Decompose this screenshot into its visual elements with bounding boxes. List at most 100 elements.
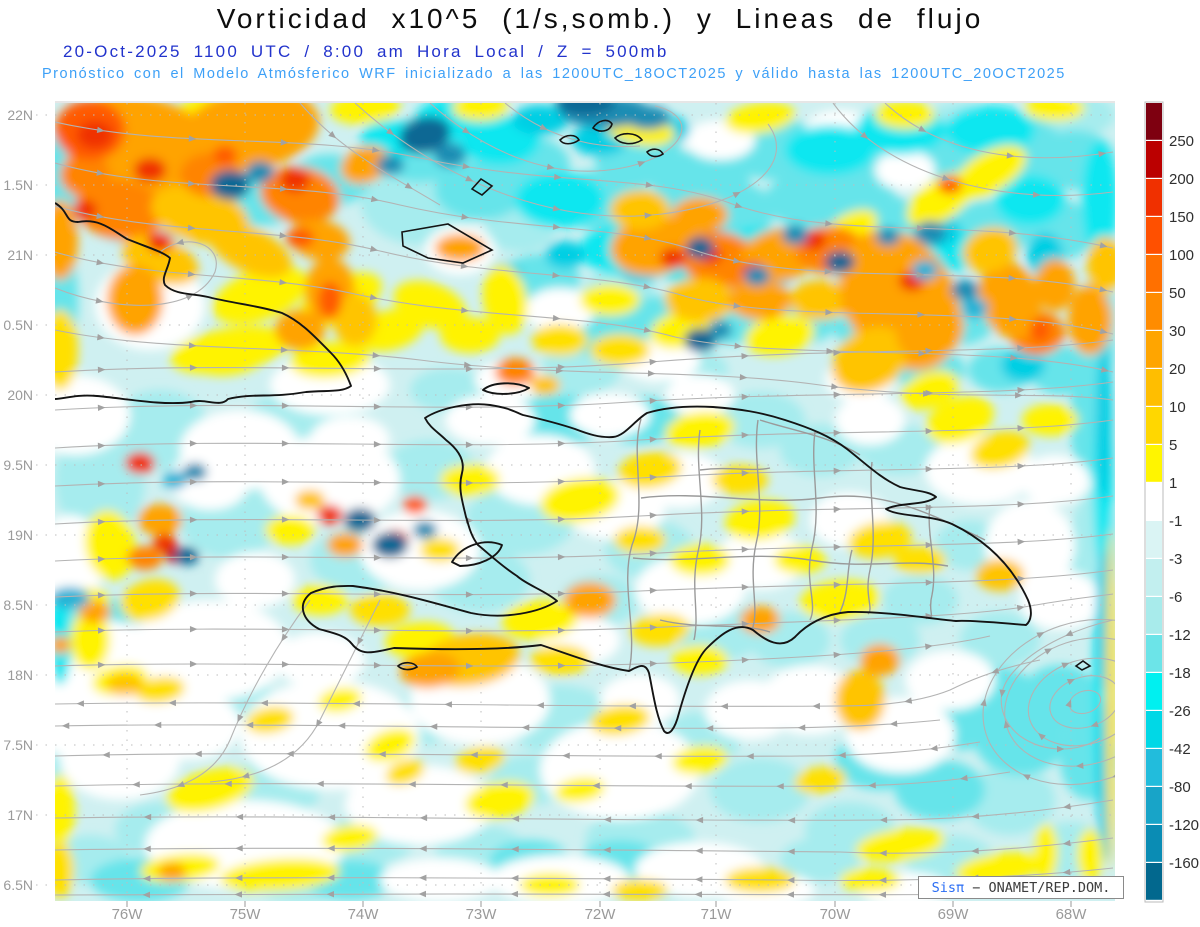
colorbar-label: 150	[1169, 209, 1194, 226]
colorbar-segment	[1146, 407, 1162, 444]
colorbar-label: -3	[1169, 551, 1182, 568]
colorbar-segment	[1146, 483, 1162, 520]
lon-label: 69W	[938, 906, 970, 923]
branding-badge: Sis π − ONAMET/REP.DOM.	[918, 876, 1124, 899]
lon-label: 71W	[701, 906, 733, 923]
lat-label: 18N	[7, 667, 33, 683]
admin-border	[759, 419, 861, 456]
vortex-loop	[1049, 675, 1115, 729]
island-outline	[401, 223, 494, 264]
admin-border	[640, 494, 986, 541]
lat-label: 20N	[7, 387, 33, 403]
colorbar-label: 30	[1169, 323, 1186, 340]
colorbar-segment	[1146, 673, 1162, 710]
coastline	[482, 382, 530, 395]
colorbar-segment	[1146, 445, 1162, 482]
valid-time-subtitle: 20-Oct-2025 1100 UTC / 8:00 am Hora Loca…	[63, 42, 669, 61]
colorbar-label: -26	[1169, 703, 1191, 720]
colorbar-segment	[1146, 749, 1162, 786]
colorbar-label: -6	[1169, 589, 1182, 606]
pi-icon: π	[955, 879, 965, 896]
island-outline	[591, 119, 613, 132]
admin-border	[627, 418, 642, 672]
admin-border	[839, 549, 853, 613]
island-outline	[613, 132, 644, 145]
flow-arrows	[61, 123, 1115, 898]
colorbar-segment	[1146, 293, 1162, 330]
model-run-subtitle: Pronóstico con el Modelo Atmósferico WRF…	[42, 66, 1066, 82]
lat-label: 21N	[7, 247, 33, 263]
colorbar-label: -18	[1169, 665, 1191, 682]
lon-label: 70W	[820, 906, 852, 923]
lat-label: 9.5N	[3, 457, 33, 473]
colorbar-label: -1	[1169, 513, 1182, 530]
colorbar-label: -42	[1169, 741, 1191, 758]
colorbar-label: 250	[1169, 133, 1194, 150]
colorbar-segment	[1146, 559, 1162, 596]
colorbar-label: 100	[1169, 247, 1194, 264]
lat-label: 8.5N	[3, 597, 33, 613]
colorbar-segment	[1146, 597, 1162, 634]
colorbar-segment	[1146, 825, 1162, 862]
page-title: Vorticidad x10^5 (1/s,somb.) y Lineas de…	[216, 3, 984, 34]
colorbar-label: -160	[1169, 855, 1199, 872]
island-outline	[558, 134, 581, 145]
colorbar-label: -80	[1169, 779, 1191, 796]
island-outline	[1074, 660, 1092, 671]
admin-border	[808, 431, 817, 621]
colorbar-segment	[1146, 635, 1162, 672]
colorbar-segment	[1146, 521, 1162, 558]
admin-border	[632, 555, 949, 567]
colorbar-segment	[1146, 141, 1162, 178]
graticule-grid	[36, 103, 1115, 901]
colorbar-label: -120	[1169, 817, 1199, 834]
colorbar-segment	[1146, 711, 1162, 748]
agency-label: − ONAMET/REP.DOM.	[964, 879, 1111, 896]
admin-border	[751, 419, 761, 631]
colorbar-segment	[1146, 787, 1162, 824]
sispi-logo-text: Sis	[931, 879, 956, 896]
lon-label: 72W	[585, 906, 617, 923]
admin-border	[699, 467, 771, 471]
axis-labels: 22N 1.5N 21N 0.5N 20N 9.5N 19N 8.5N 18N 7.5N 17N 6.…	[3, 107, 1087, 923]
colorbar-segment	[1146, 255, 1162, 292]
coastline	[301, 403, 1032, 734]
lat-label: 0.5N	[3, 317, 33, 333]
lon-label: 74W	[348, 906, 380, 923]
coastline-layer	[55, 119, 1092, 734]
lon-label: 75W	[230, 906, 262, 923]
lon-label: 68W	[1056, 906, 1088, 923]
colorbar-segment	[1146, 179, 1162, 216]
island-outline	[645, 148, 665, 158]
lat-label: 6.5N	[3, 877, 33, 893]
lon-label: 76W	[112, 906, 144, 923]
colorbar-segment	[1146, 331, 1162, 368]
colorbar-label: 5	[1169, 437, 1177, 454]
colorbar-segment	[1146, 863, 1162, 900]
colorbar-label: 10	[1169, 399, 1186, 416]
coastline	[451, 541, 503, 567]
vortex-loop	[982, 618, 1115, 786]
lat-label: 22N	[7, 107, 33, 123]
colorbar-segment	[1146, 103, 1162, 140]
admin-border	[867, 461, 874, 615]
island-outline	[396, 661, 419, 671]
lon-label: 73W	[466, 906, 498, 923]
colorbar-label: 50	[1169, 285, 1186, 302]
lat-label: 1.5N	[3, 177, 33, 193]
colorbar: 250 200 150 100 50 30 20 10 5 1 -1 -3 -6 -12 -18 -26 -42…	[1144, 101, 1199, 903]
island-outline	[470, 177, 494, 196]
colorbar-label: 1	[1169, 475, 1177, 492]
lat-label: 17N	[7, 807, 33, 823]
colorbar-segment	[1146, 217, 1162, 254]
admin-border	[693, 429, 703, 641]
lat-label: 7.5N	[3, 737, 33, 753]
colorbar-label: -12	[1169, 627, 1191, 644]
colorbar-label: 200	[1169, 171, 1194, 188]
coastline	[55, 202, 352, 405]
colorbar-label: 20	[1169, 361, 1186, 378]
vorticity-field	[55, 103, 1115, 901]
vortex-loop	[1027, 657, 1115, 747]
